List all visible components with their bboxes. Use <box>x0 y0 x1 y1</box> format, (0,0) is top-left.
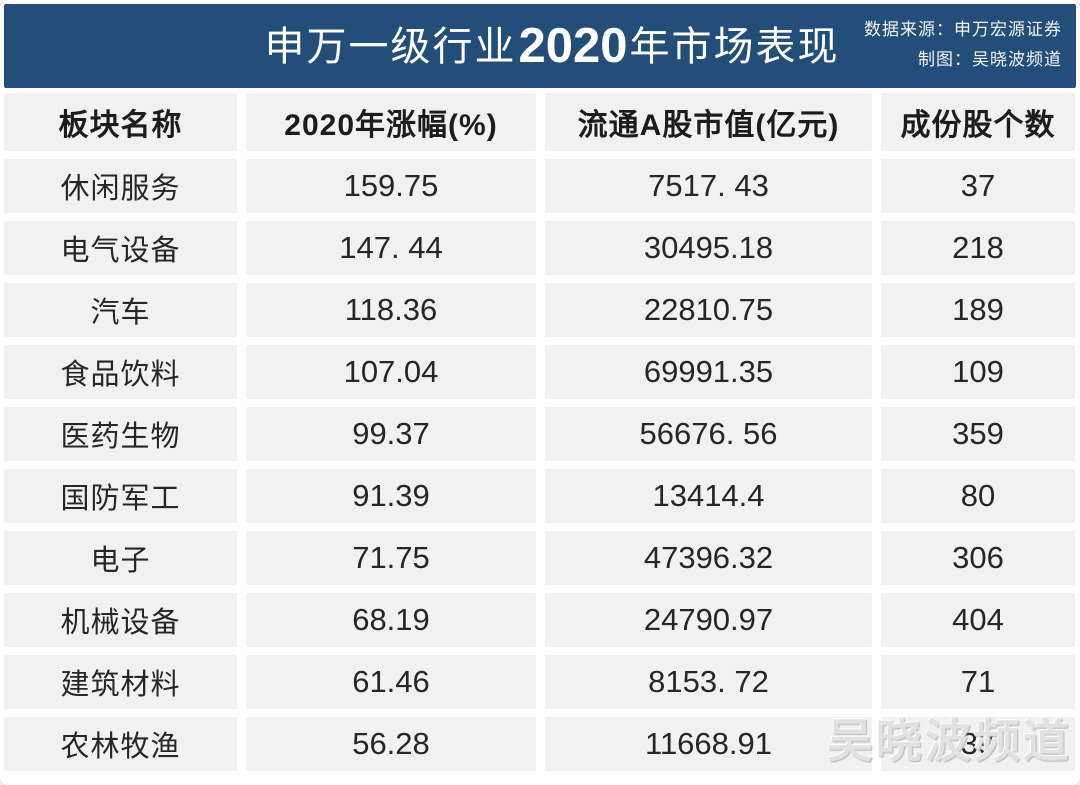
table-cell-sector: 电气设备 <box>4 221 237 275</box>
table-cell-change: 107.04 <box>246 345 536 399</box>
credit-line: 制图：吴晓波频道 <box>918 49 1062 69</box>
table-cell-stock-count: 218 <box>881 221 1075 275</box>
table-cell-market-cap: 8153. 72 <box>545 655 872 709</box>
column-header-change: 2020年涨幅(%) <box>246 93 536 151</box>
table-cell-market-cap: 22810.75 <box>545 283 872 337</box>
table-cell-sector: 休闲服务 <box>4 159 237 213</box>
title-band: 申万一级行业2020年市场表现 数据来源：申万宏源证券 制图：吴晓波频道 <box>4 4 1076 88</box>
title-suffix: 年市场表现 <box>629 23 840 69</box>
table-cell-market-cap: 13414.4 <box>545 469 872 523</box>
table-cell-market-cap: 11668.91 <box>545 717 872 771</box>
source-credit: 数据来源：申万宏源证券 制图：吴晓波频道 <box>864 15 1062 75</box>
table-cell-change: 91.39 <box>246 469 536 523</box>
table-cell-sector: 农林牧渔 <box>4 717 237 771</box>
table-cell-change: 99.37 <box>246 407 536 461</box>
table-cell-stock-count: 189 <box>881 283 1075 337</box>
table-cell-market-cap: 47396.32 <box>545 531 872 585</box>
table-cell-stock-count: 80 <box>881 469 1075 523</box>
table-cell-market-cap: 30495.18 <box>545 221 872 275</box>
table-cell-sector: 国防军工 <box>4 469 237 523</box>
column-header-sector: 板块名称 <box>4 93 237 151</box>
table-cell-sector: 食品饮料 <box>4 345 237 399</box>
table-cell-stock-count: 404 <box>881 593 1075 647</box>
table-cell-market-cap: 24790.97 <box>545 593 872 647</box>
table-cell-stock-count: 71 <box>881 655 1075 709</box>
table-cell-stock-count: 306 <box>881 531 1075 585</box>
table-cell-stock-count: 39 <box>881 717 1075 771</box>
table-cell-market-cap: 7517. 43 <box>545 159 872 213</box>
column-header-market-cap: 流通A股市值(亿元) <box>545 93 872 151</box>
title-year: 2020 <box>518 18 628 73</box>
data-source-line: 数据来源：申万宏源证券 <box>864 20 1062 39</box>
table-cell-stock-count: 37 <box>881 159 1075 213</box>
data-table: 板块名称 2020年涨幅(%) 流通A股市值(亿元) 成份股个数 休闲服务 15… <box>4 93 1076 771</box>
table-cell-stock-count: 109 <box>881 345 1075 399</box>
table-cell-change: 56.28 <box>246 717 536 771</box>
table-cell-change: 71.75 <box>246 531 536 585</box>
table-cell-sector: 汽车 <box>4 283 237 337</box>
table-cell-change: 159.75 <box>246 159 536 213</box>
table-cell-change: 61.46 <box>246 655 536 709</box>
table-cell-change: 118.36 <box>246 283 536 337</box>
table-cell-change: 68.19 <box>246 593 536 647</box>
table-cell-sector: 电子 <box>4 531 237 585</box>
title-prefix: 申万一级行业 <box>264 23 517 69</box>
table-cell-stock-count: 359 <box>881 407 1075 461</box>
table-cell-sector: 机械设备 <box>4 593 237 647</box>
table-cell-market-cap: 56676. 56 <box>545 407 872 461</box>
table-cell-sector: 建筑材料 <box>4 655 237 709</box>
table-cell-sector: 医药生物 <box>4 407 237 461</box>
table-cell-market-cap: 69991.35 <box>545 345 872 399</box>
table-cell-change: 147. 44 <box>246 221 536 275</box>
page-title: 申万一级行业2020年市场表现 <box>264 4 839 89</box>
column-header-stock-count: 成份股个数 <box>881 93 1075 151</box>
